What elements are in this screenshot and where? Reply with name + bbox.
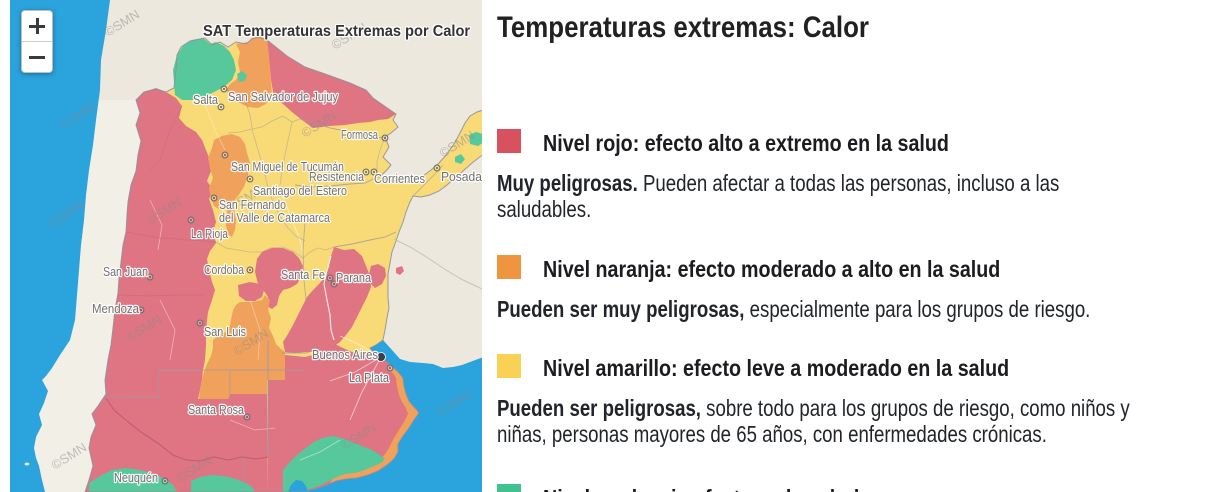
svg-text:San Salvador de Jujuy: San Salvador de Jujuy xyxy=(228,90,339,104)
svg-text:del Valle de Catamarca: del Valle de Catamarca xyxy=(219,211,330,225)
svg-text:Santiago del Estero: Santiago del Estero xyxy=(253,184,347,198)
svg-text:Salta: Salta xyxy=(193,93,218,107)
svg-text:San Fernando: San Fernando xyxy=(219,198,286,212)
svg-text:San Miguel de Tucumán: San Miguel de Tucumán xyxy=(231,160,344,174)
svg-text:Neuquén: Neuquén xyxy=(114,471,158,485)
svg-text:La Rioja: La Rioja xyxy=(191,227,228,241)
svg-text:San Luis: San Luis xyxy=(204,325,246,339)
svg-text:Resistencia: Resistencia xyxy=(309,170,364,184)
svg-text:Cordoba: Cordoba xyxy=(204,263,244,277)
svg-text:Formosa: Formosa xyxy=(341,128,378,142)
svg-text:Santa Fe: Santa Fe xyxy=(281,268,325,282)
svg-text:La Plata: La Plata xyxy=(349,371,389,385)
svg-text:Buenos Aires: Buenos Aires xyxy=(312,348,378,362)
svg-text:San Juan: San Juan xyxy=(103,265,148,279)
svg-text:Corrientes: Corrientes xyxy=(374,172,425,186)
svg-text:Parana: Parana xyxy=(336,271,371,285)
svg-text:Santa Rosa: Santa Rosa xyxy=(188,403,244,417)
svg-text:Mendoza: Mendoza xyxy=(92,302,139,316)
svg-text:Posadas: Posadas xyxy=(441,170,482,184)
